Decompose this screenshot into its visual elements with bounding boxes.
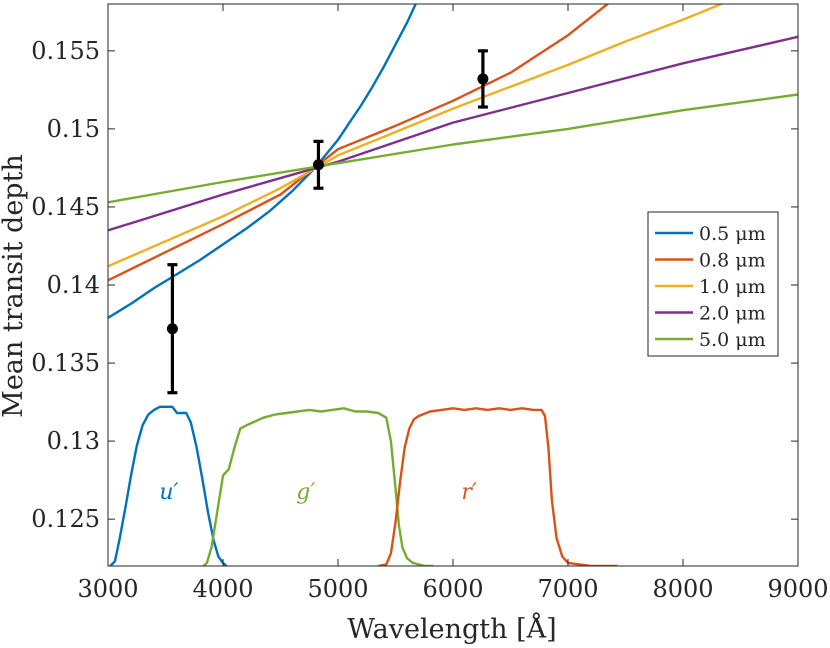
filter-band-label-0: u′	[159, 480, 178, 505]
filter-band-2	[378, 407, 618, 566]
series-line-0	[108, 4, 417, 319]
x-tick-label-6: 9000	[767, 575, 828, 603]
series-line-2	[108, 4, 725, 268]
observation-marker-0	[166, 323, 178, 335]
filter-band-0	[109, 405, 228, 566]
filter-band-label-1: g′	[296, 480, 315, 505]
legend: 0.5 μm 0.8 μm 1.0 μm 2.0 μm 5.0 μm	[647, 211, 779, 357]
legend-box	[647, 211, 779, 357]
x-tick-label-5: 8000	[652, 575, 713, 603]
y-tick-label-3: 0.14	[47, 271, 100, 299]
observation-point-1	[312, 139, 324, 190]
filter-band-label-2: r′	[461, 480, 477, 505]
y-tick-label-4: 0.145	[31, 193, 100, 221]
legend-label-4: 5.0 μm	[699, 329, 766, 351]
legend-label-0: 0.5 μm	[699, 223, 766, 245]
x-axis-label: Wavelength [Å]	[347, 612, 556, 645]
y-tick-label-1: 0.13	[47, 427, 100, 455]
observation-point-2	[477, 49, 489, 109]
series-line-1	[108, 4, 610, 282]
observation-points	[166, 49, 489, 395]
legend-label-3: 2.0 μm	[699, 303, 766, 325]
x-tick-label-1: 4000	[192, 575, 253, 603]
filter-band-1	[202, 407, 434, 566]
y-tick-label-0: 0.125	[31, 505, 100, 533]
legend-label-1: 0.8 μm	[699, 250, 766, 272]
y-axis-label: Mean transit depth	[0, 154, 29, 418]
x-tick-label-2: 5000	[307, 575, 368, 603]
y-tick-label-5: 0.15	[47, 115, 100, 143]
legend-label-2: 1.0 μm	[699, 276, 766, 298]
x-tick-label-3: 6000	[422, 575, 483, 603]
series-line-4	[108, 93, 798, 204]
model-series-lines	[108, 4, 798, 319]
y-tick-label-6: 0.155	[31, 37, 100, 65]
x-tick-label-4: 7000	[537, 575, 598, 603]
observation-marker-2	[477, 73, 489, 85]
y-tick-label-2: 0.135	[31, 349, 100, 377]
observation-point-0	[166, 263, 178, 395]
x-tick-label-0: 3000	[77, 575, 138, 603]
filter-band-curves	[109, 405, 618, 566]
observation-marker-1	[312, 159, 324, 171]
series-line-3	[108, 35, 798, 232]
